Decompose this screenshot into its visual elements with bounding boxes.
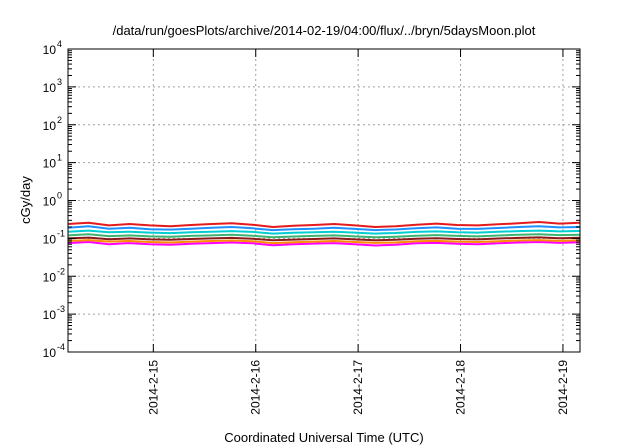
y-tick-label: 10 xyxy=(43,270,57,284)
y-tick-label: 10 xyxy=(43,308,57,322)
x-tick-label: 2014-2-17 xyxy=(351,360,365,415)
series-line-0 xyxy=(67,241,581,247)
y-tick-label: 10 xyxy=(43,119,57,133)
x-axis-ticks: 2014-2-15 2014-2-16 2014-2-17 2014-2-18 2014… xyxy=(146,49,570,415)
series-line-5 xyxy=(67,225,581,232)
x-tick-label: 2014-2-18 xyxy=(454,360,468,415)
y-tick-label: 10 xyxy=(43,346,57,360)
series-line-4 xyxy=(67,229,581,235)
y-tick-exponent: -1 xyxy=(57,228,65,238)
y-tick-label: 10 xyxy=(43,81,57,95)
x-tick-label: 2014-2-19 xyxy=(556,360,570,415)
y-tick-label: 10 xyxy=(43,195,57,209)
y-tick-exponent: -3 xyxy=(57,304,65,314)
series-line-3 xyxy=(67,233,581,239)
y-tick-exponent: 4 xyxy=(57,39,62,49)
y-axis-label: cGy/day xyxy=(18,176,33,224)
series-line-6 xyxy=(67,221,581,228)
y-tick-exponent: 0 xyxy=(57,191,62,201)
y-tick-exponent: -2 xyxy=(57,266,65,276)
series-layer xyxy=(67,221,581,247)
x-tick-label: 2014-2-15 xyxy=(146,360,160,415)
x-tick-label: 2014-2-16 xyxy=(249,360,263,415)
series-line-1 xyxy=(67,239,581,245)
y-tick-label: 10 xyxy=(43,232,57,246)
y-tick-exponent: 1 xyxy=(57,153,62,163)
y-tick-exponent: 3 xyxy=(57,77,62,87)
gridlines xyxy=(68,49,580,352)
y-tick-label: 10 xyxy=(43,43,57,57)
y-tick-exponent: 2 xyxy=(57,115,62,125)
chart-title: /data/run/goesPlots/archive/2014-02-19/0… xyxy=(113,23,536,38)
y-tick-exponent: -4 xyxy=(57,342,65,352)
y-tick-label: 10 xyxy=(43,157,57,171)
x-axis-label: Coordinated Universal Time (UTC) xyxy=(224,430,423,445)
series-line-2 xyxy=(67,236,581,242)
